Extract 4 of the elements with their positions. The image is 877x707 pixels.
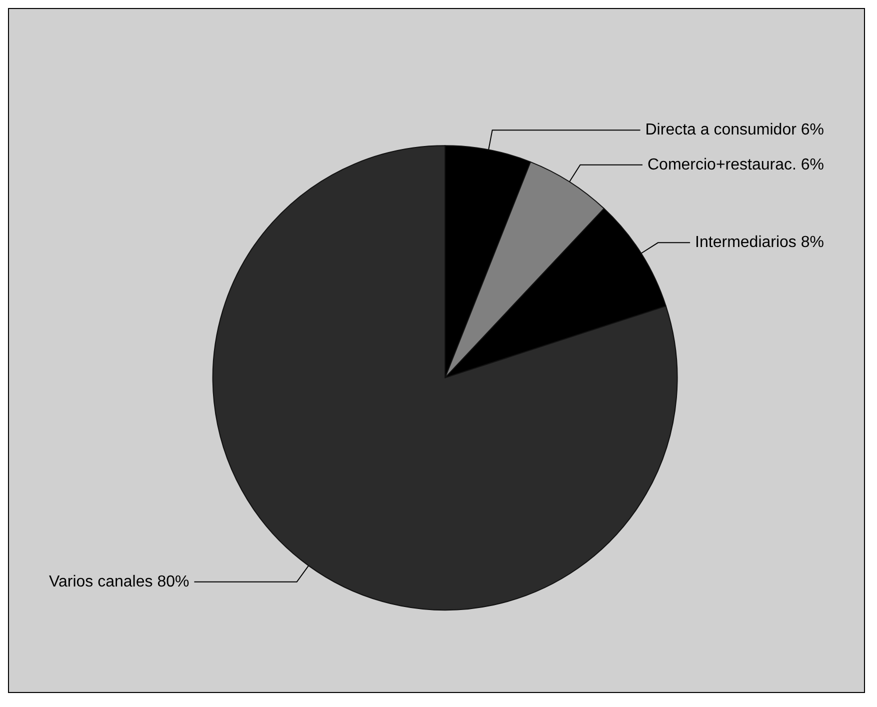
slice-label: Intermediarios 8% — [695, 234, 824, 252]
slice-label: Varios canales 80% — [49, 573, 190, 590]
slice-label: Directa a consumidor 6% — [645, 122, 824, 139]
slice-label: Comercio+restaurac. 6% — [647, 156, 824, 174]
